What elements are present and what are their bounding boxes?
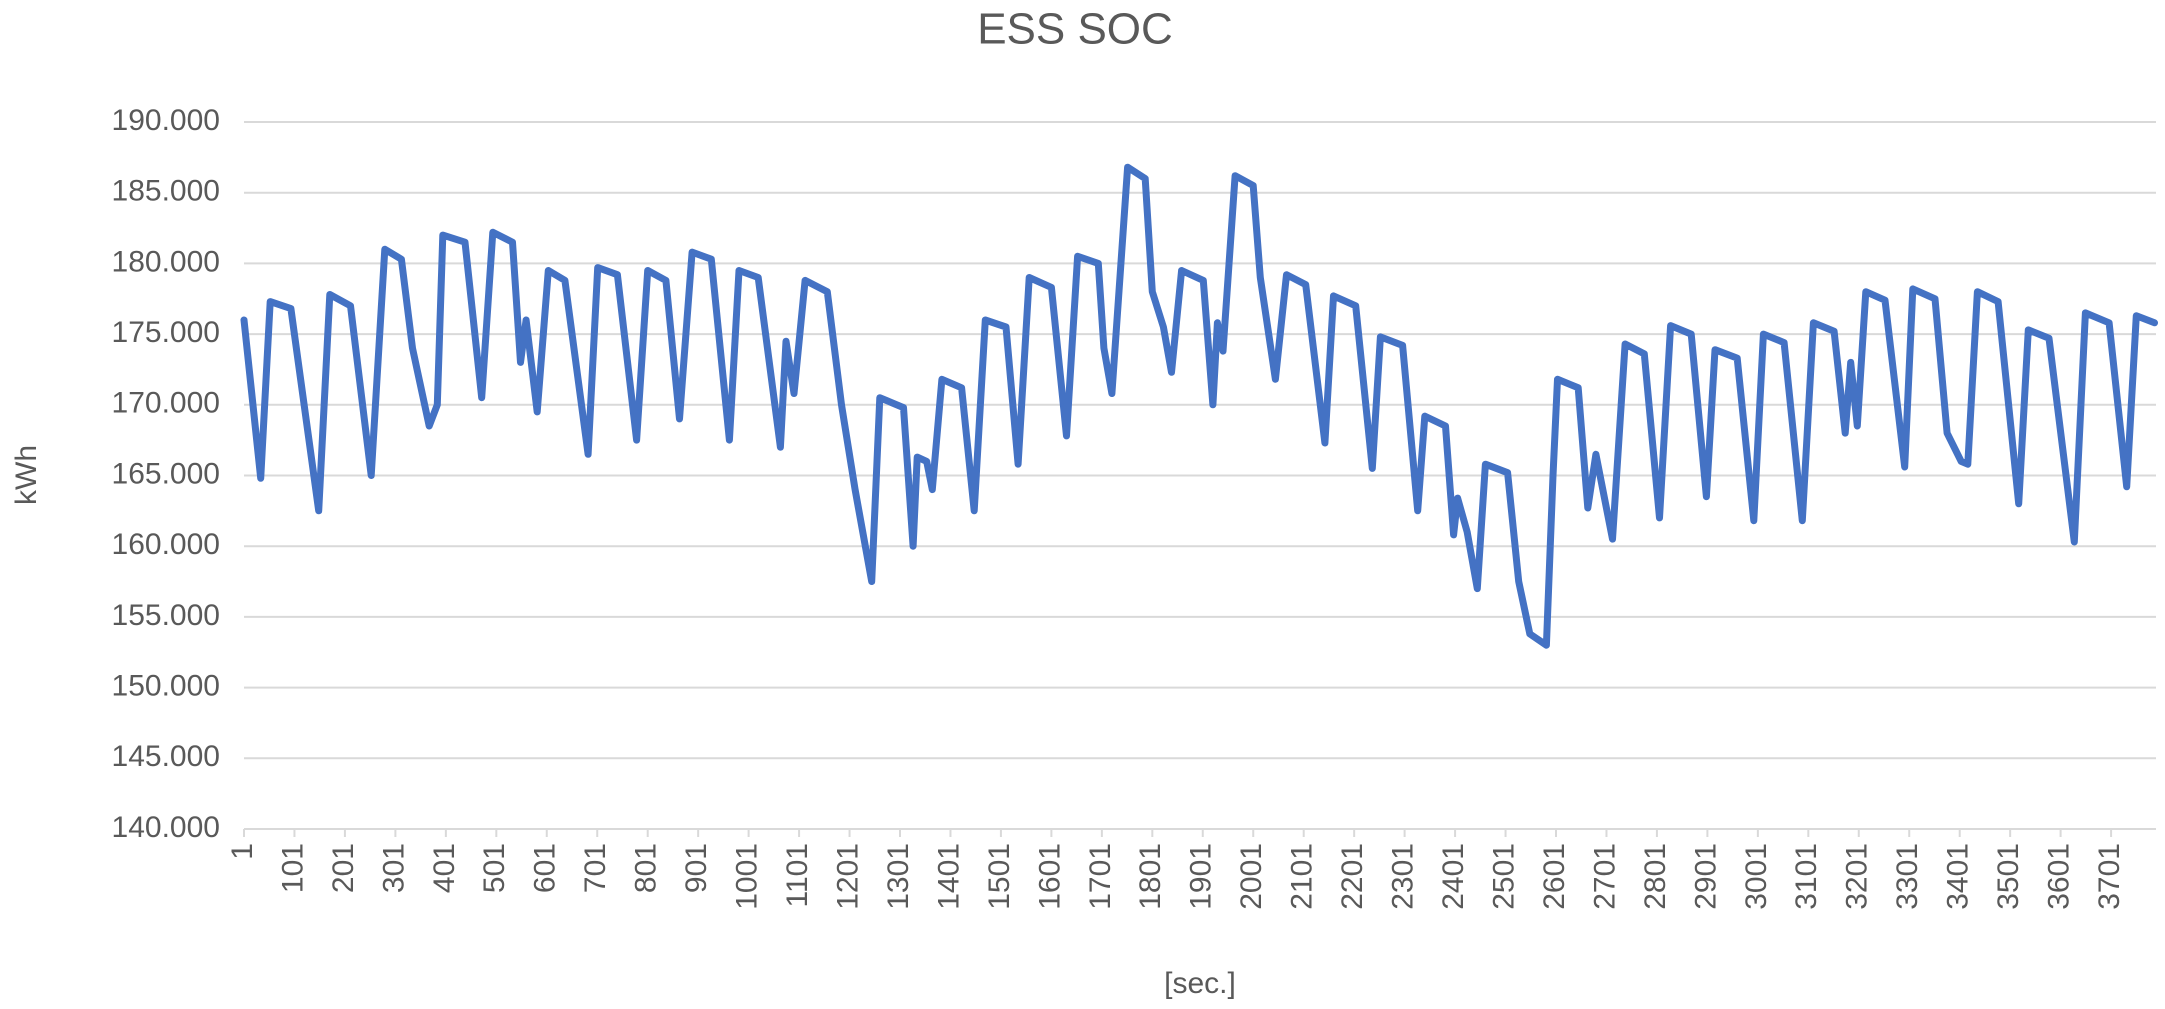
x-tick-label: 101 xyxy=(276,843,309,893)
y-tick-label: 190.000 xyxy=(112,104,220,137)
x-tick-label: 1201 xyxy=(831,843,864,910)
x-tick-label: 901 xyxy=(680,843,713,893)
x-tick-label: 701 xyxy=(579,843,612,893)
y-tick-label: 140.000 xyxy=(112,811,220,844)
x-tick-label: 3701 xyxy=(2093,843,2126,910)
y-axis-label: kWh xyxy=(10,445,43,505)
y-tick-label: 165.000 xyxy=(112,457,220,490)
x-tick-label: 1 xyxy=(226,843,259,860)
x-tick-label: 3501 xyxy=(1992,843,2025,910)
x-tick-label: 801 xyxy=(630,843,663,893)
x-tick-label: 2301 xyxy=(1387,843,1420,910)
x-tick-label: 501 xyxy=(478,843,511,893)
x-tick-label: 1101 xyxy=(781,843,814,908)
x-axis-label: [sec.] xyxy=(1164,967,1236,1000)
x-tick-label: 2901 xyxy=(1689,843,1722,910)
x-tick-label: 2501 xyxy=(1487,843,1520,910)
x-tick-label: 3401 xyxy=(1942,843,1975,910)
x-tick-label: 1001 xyxy=(731,843,764,910)
y-tick-label: 160.000 xyxy=(112,528,220,561)
x-tick-label: 1401 xyxy=(932,843,965,910)
x-tick-label: 2701 xyxy=(1588,843,1621,910)
x-tick-label: 1801 xyxy=(1134,843,1167,910)
x-tick-label: 401 xyxy=(428,843,461,893)
y-tick-label: 145.000 xyxy=(112,740,220,773)
chart-title: ESS SOC xyxy=(977,5,1173,54)
x-tick-label: 1301 xyxy=(882,843,915,910)
x-tick-label: 3101 xyxy=(1790,843,1823,910)
y-tick-label: 155.000 xyxy=(112,599,220,632)
x-tick-label: 1601 xyxy=(1033,843,1066,910)
y-tick-label: 180.000 xyxy=(112,245,220,278)
x-tick-label: 301 xyxy=(377,843,410,893)
x-tick-label: 2401 xyxy=(1437,843,1470,910)
x-tick-label: 2001 xyxy=(1235,843,1268,910)
line-series xyxy=(240,163,2158,649)
x-tick-label: 201 xyxy=(327,843,360,893)
y-tick-label: 175.000 xyxy=(112,316,220,349)
x-tick-label: 1501 xyxy=(983,843,1016,910)
x-tick-label: 3201 xyxy=(1841,843,1874,910)
x-tick-label: 3301 xyxy=(1891,843,1924,910)
x-tick-label: 2801 xyxy=(1639,843,1672,910)
y-tick-label: 150.000 xyxy=(112,670,220,703)
x-tick-label: 2101 xyxy=(1286,843,1319,910)
x-tick-label: 2601 xyxy=(1538,843,1571,910)
x-tick-label: 1901 xyxy=(1185,843,1218,910)
x-tick-label: 2201 xyxy=(1336,843,1369,910)
y-tick-label: 170.000 xyxy=(112,387,220,420)
x-tick-label: 601 xyxy=(529,843,562,893)
x-tick-label: 3001 xyxy=(1740,843,1773,910)
y-tick-label: 185.000 xyxy=(112,175,220,208)
x-tick-label: 1701 xyxy=(1084,843,1117,910)
x-tick-label: 3601 xyxy=(2043,843,2076,910)
